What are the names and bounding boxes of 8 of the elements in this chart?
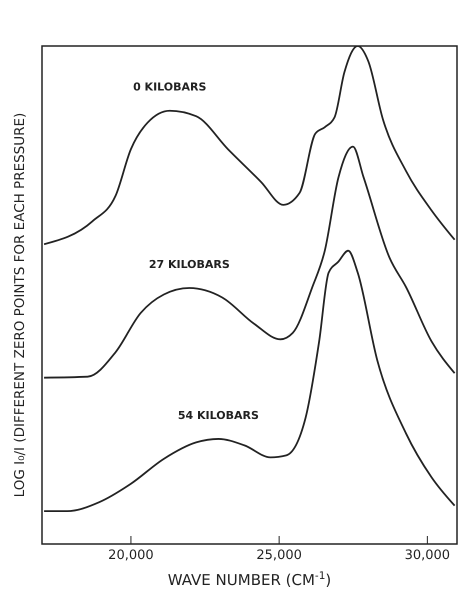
x-tick-label: 20,000	[108, 548, 154, 564]
text: 27 KILOBARS	[148, 258, 230, 272]
y-axis-title: LOG I₀/I (DIFFERENT ZERO POINTS FOR EACH PRESSURE)	[12, 112, 28, 498]
text: 54 KILOBARS	[178, 408, 259, 422]
x-tick-label: 30,000	[404, 548, 450, 564]
x-axis-title: WAVE NUMBER (CM$^{-1}$)	[168, 570, 332, 589]
x-tick-label: 25,000	[256, 548, 302, 564]
text: 0 KILOBARS	[133, 80, 207, 94]
